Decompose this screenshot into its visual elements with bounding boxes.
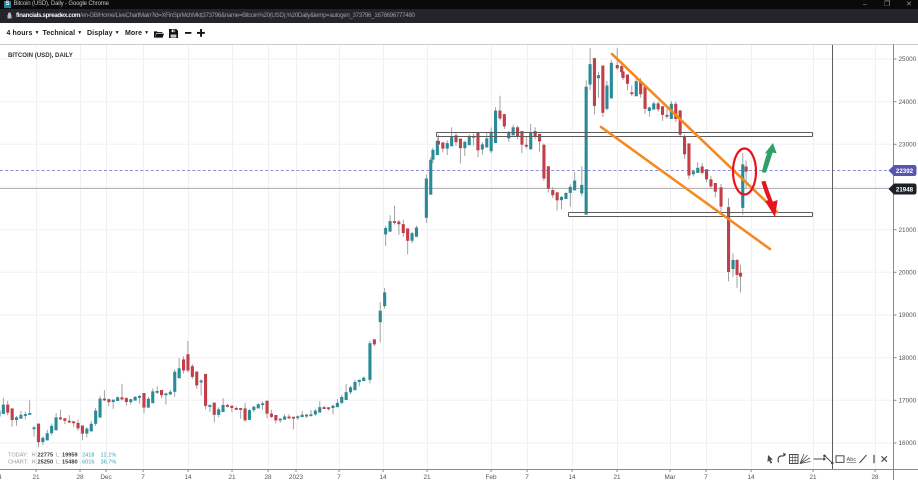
svg-text:2023: 2023 <box>289 474 304 480</box>
svg-text:Feb: Feb <box>485 474 496 480</box>
svg-text:17000: 17000 <box>899 398 917 405</box>
svg-text:12.1%: 12.1% <box>101 453 117 459</box>
svg-text:Abc: Abc <box>847 457 857 463</box>
svg-text:14: 14 <box>184 474 192 480</box>
svg-text:16000: 16000 <box>899 440 917 447</box>
svg-text:21: 21 <box>228 474 236 480</box>
svg-text:21000: 21000 <box>899 227 917 234</box>
svg-text:CHART:: CHART: <box>8 459 29 465</box>
svg-text:22775: 22775 <box>38 453 54 459</box>
svg-text:21: 21 <box>809 474 817 480</box>
svg-text:14: 14 <box>379 474 387 480</box>
svg-text:7: 7 <box>525 474 529 480</box>
svg-text:20000: 20000 <box>899 270 917 277</box>
svg-text:23000: 23000 <box>899 142 917 149</box>
svg-text:Dec: Dec <box>100 474 112 480</box>
svg-text:22392: 22392 <box>896 168 914 175</box>
svg-text:36.7%: 36.7% <box>101 459 117 465</box>
svg-text:21: 21 <box>423 474 431 480</box>
svg-text:21948: 21948 <box>896 186 914 193</box>
svg-text:28: 28 <box>76 474 84 480</box>
svg-text:14: 14 <box>747 474 755 480</box>
svg-text:BITCOIN (USD), DAILY: BITCOIN (USD), DAILY <box>8 52 73 59</box>
svg-text:18000: 18000 <box>899 355 917 362</box>
svg-text:15480: 15480 <box>62 459 78 465</box>
svg-text:L:: L: <box>56 459 61 465</box>
svg-text:25000: 25000 <box>899 56 917 63</box>
svg-text:7: 7 <box>337 474 341 480</box>
svg-text:Mar: Mar <box>664 474 676 480</box>
svg-text:2418: 2418 <box>82 453 94 459</box>
svg-text:H:: H: <box>32 459 38 465</box>
svg-text:19959: 19959 <box>62 453 78 459</box>
svg-text:7: 7 <box>141 474 145 480</box>
svg-text:21: 21 <box>613 474 621 480</box>
svg-text:21: 21 <box>32 474 40 480</box>
svg-text:14: 14 <box>568 474 576 480</box>
svg-text:19000: 19000 <box>899 312 917 319</box>
svg-text:14: 14 <box>0 474 2 480</box>
svg-text:7: 7 <box>704 474 708 480</box>
svg-text:25250: 25250 <box>38 459 54 465</box>
svg-text:28: 28 <box>264 474 272 480</box>
svg-text:28: 28 <box>871 474 879 480</box>
svg-text:H:: H: <box>32 453 38 459</box>
svg-text:24000: 24000 <box>899 99 917 106</box>
svg-text:TODAY:: TODAY: <box>8 453 28 459</box>
svg-text:L:: L: <box>56 453 61 459</box>
svg-text:6016: 6016 <box>82 459 94 465</box>
